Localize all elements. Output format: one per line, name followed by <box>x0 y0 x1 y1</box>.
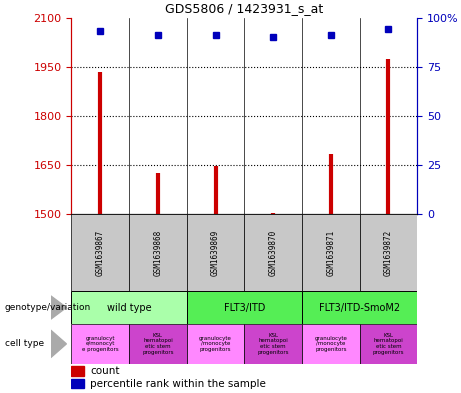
Text: FLT3/ITD-SmoM2: FLT3/ITD-SmoM2 <box>319 303 400 312</box>
Text: KSL
hematopoi
etic stem
progenitors: KSL hematopoi etic stem progenitors <box>257 333 289 355</box>
Text: GSM1639868: GSM1639868 <box>154 230 162 275</box>
Text: genotype/variation: genotype/variation <box>5 303 91 312</box>
Bar <box>187 214 244 291</box>
Text: wild type: wild type <box>107 303 151 312</box>
Text: KSL
hematopoi
etic stem
progenitors: KSL hematopoi etic stem progenitors <box>142 333 174 355</box>
Bar <box>302 324 360 364</box>
Text: GSM1639872: GSM1639872 <box>384 230 393 275</box>
Text: GSM1639867: GSM1639867 <box>96 230 105 275</box>
Text: GSM1639869: GSM1639869 <box>211 230 220 275</box>
Text: GSM1639871: GSM1639871 <box>326 230 335 275</box>
Bar <box>360 214 417 291</box>
Polygon shape <box>51 296 66 319</box>
Text: granulocyte
/monocyte
progenitors: granulocyte /monocyte progenitors <box>314 336 347 352</box>
Bar <box>187 324 244 364</box>
Text: FLT3/ITD: FLT3/ITD <box>224 303 265 312</box>
Text: GSM1639870: GSM1639870 <box>269 230 278 275</box>
Bar <box>302 214 360 291</box>
Text: cell type: cell type <box>5 340 44 348</box>
Bar <box>71 214 129 291</box>
Text: granulocyte
/monocyte
progenitors: granulocyte /monocyte progenitors <box>199 336 232 352</box>
Bar <box>71 291 187 324</box>
Bar <box>360 324 417 364</box>
Bar <box>71 379 83 388</box>
Bar <box>244 324 302 364</box>
Text: percentile rank within the sample: percentile rank within the sample <box>90 378 266 389</box>
Text: granulocyt
e/monocyt
e progenitors: granulocyt e/monocyt e progenitors <box>82 336 118 352</box>
Bar <box>71 324 129 364</box>
Bar <box>129 214 187 291</box>
Bar <box>187 291 302 324</box>
Title: GDS5806 / 1423931_s_at: GDS5806 / 1423931_s_at <box>165 2 324 15</box>
Bar <box>71 366 83 376</box>
Text: KSL
hematopoi
etic stem
progenitors: KSL hematopoi etic stem progenitors <box>372 333 404 355</box>
Text: count: count <box>90 366 120 376</box>
Bar <box>129 324 187 364</box>
Bar <box>302 291 417 324</box>
Bar <box>244 214 302 291</box>
Polygon shape <box>51 330 66 358</box>
